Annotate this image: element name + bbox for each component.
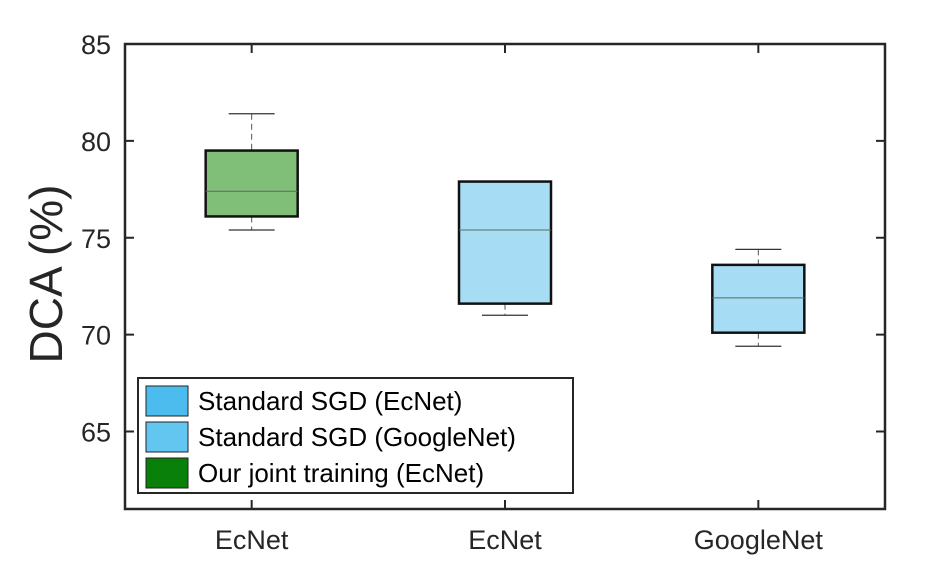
legend-swatch: [145, 421, 189, 453]
y-tick-label: 85: [81, 30, 111, 60]
axes-layer: 65 70 75 80 85 EcNet EcNet GoogleNet: [81, 30, 887, 555]
x-tick-label: GoogleNet: [694, 525, 824, 555]
legend: Standard SGD (EcNet) Standard SGD (Google…: [137, 377, 574, 494]
x-tick-label: EcNet: [468, 525, 542, 555]
y-tick-label: 80: [81, 127, 111, 157]
box-2: [457, 180, 553, 316]
legend-swatch: [145, 457, 189, 489]
box-body: [457, 180, 553, 305]
legend-label: Standard SGD (EcNet): [198, 386, 462, 416]
x-tick-label: EcNet: [215, 525, 289, 555]
box-body: [711, 263, 806, 334]
y-tick-label: 65: [81, 418, 111, 448]
legend-label: Standard SGD (GoogleNet): [198, 422, 516, 452]
y-tick-label: 70: [81, 321, 111, 351]
box-1: [204, 113, 299, 231]
box-3: [711, 248, 806, 347]
legend-swatch: [145, 385, 189, 417]
y-axis-title: DCA (%): [20, 185, 72, 364]
box-body: [204, 149, 299, 218]
y-tick-label: 75: [81, 224, 111, 254]
legend-box: [137, 377, 574, 494]
legend-label: Our joint training (EcNet): [198, 458, 484, 488]
boxes-layer: [204, 113, 806, 347]
